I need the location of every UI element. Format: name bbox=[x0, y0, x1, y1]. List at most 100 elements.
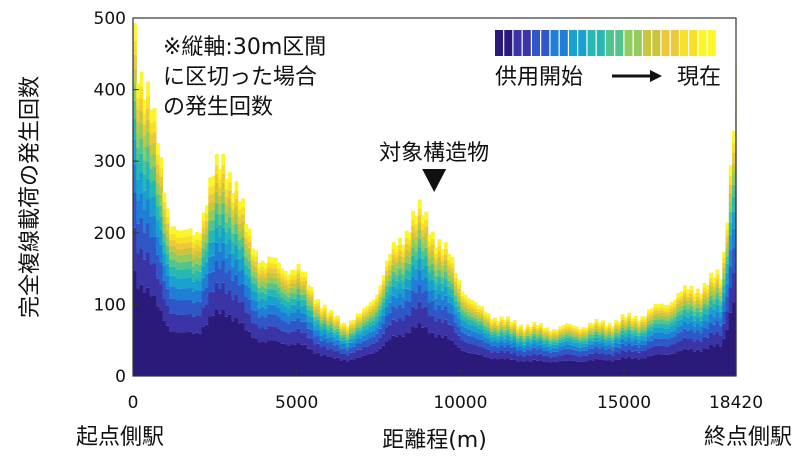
data-bar-segment bbox=[146, 81, 150, 97]
data-bar-segment bbox=[175, 243, 180, 249]
data-bar-segment bbox=[702, 291, 707, 296]
data-bar-segment bbox=[571, 332, 576, 335]
data-bar-segment bbox=[191, 242, 196, 248]
data-bar-segment bbox=[371, 353, 376, 376]
data-bar-segment bbox=[368, 326, 373, 332]
data-bar-segment bbox=[463, 298, 468, 302]
data-bar-segment bbox=[574, 361, 579, 376]
x-end-station-label: 終点側駅 bbox=[704, 425, 792, 450]
data-bar-segment bbox=[555, 339, 560, 343]
data-bar-segment bbox=[653, 310, 658, 314]
data-bar-segment bbox=[191, 235, 196, 243]
data-bar-segment bbox=[624, 333, 628, 337]
data-bar-segment bbox=[450, 340, 455, 376]
data-bar-segment bbox=[322, 328, 327, 334]
data-bar-segment bbox=[542, 328, 547, 331]
data-bar-segment bbox=[218, 251, 222, 269]
data-bar-segment bbox=[725, 329, 730, 376]
data-bar-segment bbox=[208, 230, 213, 243]
data-bar-segment bbox=[604, 334, 609, 338]
data-bar-segment bbox=[286, 323, 291, 334]
data-bar-segment bbox=[283, 299, 288, 306]
data-bar-segment bbox=[286, 279, 291, 284]
data-bar-segment bbox=[234, 198, 239, 207]
data-bar-segment bbox=[453, 306, 458, 315]
data-bar-segment bbox=[178, 269, 183, 279]
data-bar-segment bbox=[201, 266, 206, 278]
data-bar-segment bbox=[421, 215, 425, 224]
data-bar-segment bbox=[306, 293, 311, 297]
data-bar-segment bbox=[463, 308, 468, 313]
data-bar-segment bbox=[149, 264, 154, 297]
data-bar-segment bbox=[578, 335, 583, 337]
data-bar-segment bbox=[319, 340, 324, 348]
data-bar-segment bbox=[437, 284, 442, 294]
data-bar-segment bbox=[470, 309, 475, 313]
data-bar-segment bbox=[398, 261, 403, 269]
data-bar-segment bbox=[195, 332, 200, 376]
data-bar-segment bbox=[460, 302, 465, 306]
data-bar-segment bbox=[273, 283, 278, 290]
data-bar-segment bbox=[728, 211, 733, 223]
data-bar-segment bbox=[198, 257, 203, 265]
data-bar-segment bbox=[316, 316, 321, 320]
data-bar-segment bbox=[368, 302, 373, 306]
data-bar-segment bbox=[637, 338, 642, 343]
data-bar-segment bbox=[529, 333, 533, 336]
data-bar-segment bbox=[529, 335, 533, 338]
data-bar-segment bbox=[712, 290, 717, 295]
data-bar-segment bbox=[617, 326, 622, 329]
data-bar-segment bbox=[624, 320, 628, 323]
data-bar-segment bbox=[597, 340, 602, 344]
data-bar-segment bbox=[673, 309, 678, 313]
data-bar-segment bbox=[211, 175, 216, 186]
data-bar-segment bbox=[211, 201, 216, 210]
data-bar-segment bbox=[227, 253, 232, 271]
data-bar-segment bbox=[450, 277, 455, 284]
data-bar-segment bbox=[643, 336, 648, 341]
y-tick-label: 400 bbox=[94, 81, 126, 101]
data-bar-segment bbox=[313, 316, 317, 321]
data-bar-segment bbox=[558, 328, 563, 331]
data-bar-segment bbox=[146, 223, 150, 253]
data-bar-segment bbox=[424, 247, 429, 257]
data-bar-segment bbox=[319, 326, 324, 331]
data-bar-segment bbox=[637, 332, 642, 336]
data-bar-segment bbox=[682, 315, 687, 322]
data-bar-segment bbox=[718, 291, 723, 296]
data-bar-segment bbox=[682, 297, 687, 301]
data-bar-segment bbox=[283, 321, 288, 332]
data-bar-segment bbox=[561, 336, 566, 339]
data-bar-segment bbox=[525, 329, 530, 332]
data-bar-segment bbox=[388, 302, 393, 313]
data-bar-segment bbox=[493, 333, 497, 337]
data-bar-segment bbox=[581, 331, 586, 334]
data-bar-segment bbox=[355, 324, 360, 328]
data-bar-segment bbox=[682, 285, 687, 290]
data-bar-segment bbox=[375, 305, 380, 309]
x-axis-label: 距離程(m) bbox=[382, 428, 487, 453]
data-bar-segment bbox=[568, 323, 573, 327]
data-bar-segment bbox=[591, 328, 596, 331]
data-bar-segment bbox=[358, 316, 363, 320]
data-bar-segment bbox=[630, 346, 635, 352]
data-bar-segment bbox=[512, 359, 517, 376]
data-bar-segment bbox=[604, 346, 609, 351]
data-bar-segment bbox=[398, 275, 403, 284]
data-bar-segment bbox=[457, 306, 461, 312]
data-bar-segment bbox=[149, 122, 154, 134]
data-bar-segment bbox=[568, 332, 573, 336]
data-bar-segment bbox=[329, 318, 334, 322]
data-bar-segment bbox=[227, 206, 232, 218]
data-bar-segment bbox=[496, 339, 501, 343]
data-bar-segment bbox=[457, 296, 461, 302]
data-bar-segment bbox=[385, 291, 389, 299]
data-bar-segment bbox=[597, 353, 602, 360]
data-bar-segment bbox=[457, 311, 461, 319]
data-bar-segment bbox=[604, 342, 609, 347]
data-bar-segment bbox=[407, 239, 412, 246]
data-bar-segment bbox=[542, 355, 547, 362]
data-bar-segment bbox=[640, 319, 645, 322]
data-bar-segment bbox=[411, 277, 416, 291]
